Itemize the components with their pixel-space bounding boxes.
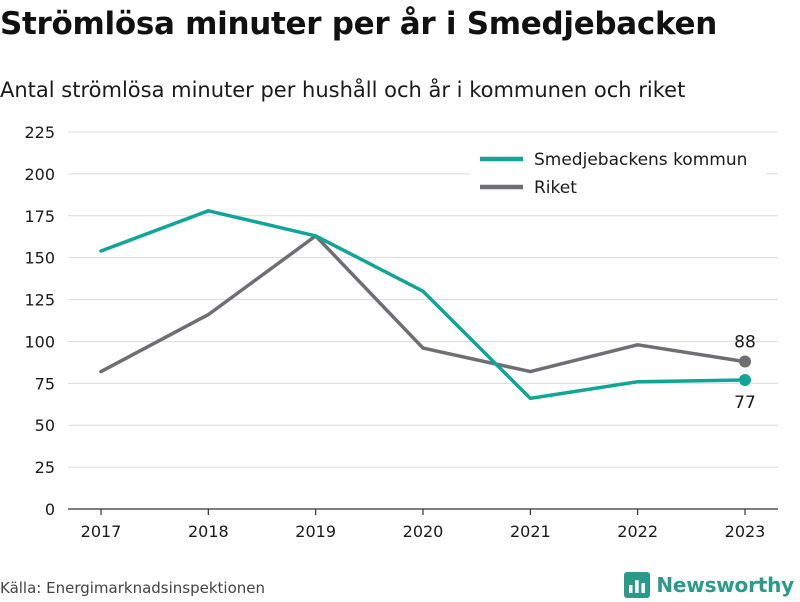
brand-name: Newsworthy	[656, 573, 794, 597]
end-value-label: 88	[734, 333, 756, 353]
x-tick-label: 2020	[403, 522, 444, 541]
y-tick-label: 125	[24, 291, 55, 310]
x-tick-label: 2019	[295, 522, 336, 541]
brand-logo: Newsworthy	[624, 568, 794, 602]
series-line-0	[99, 209, 747, 401]
series-end-point-0	[739, 373, 751, 386]
legend-label: Riket	[534, 178, 577, 198]
legend-label: Smedjebackens kommun	[534, 150, 747, 170]
y-tick-label: 50	[35, 416, 55, 435]
chart-subtitle: Antal strömlösa minuter per hushåll och …	[0, 78, 686, 102]
end-value-label: 77	[734, 393, 756, 413]
source-note: Källa: Energimarknadsinspektionen	[0, 579, 266, 597]
x-tick-label: 2017	[81, 522, 122, 541]
y-tick-label: 100	[24, 332, 55, 351]
y-tick-label: 150	[24, 249, 55, 268]
series-end-point-1	[739, 355, 751, 368]
x-tick-label: 2023	[725, 522, 766, 541]
chart-title: Strömlösa minuter per år i Smedjebacken	[0, 6, 717, 42]
line-chart: 0 25 50 75 100 125 150 175 200 225 2017 2018 2019 202…	[24, 123, 778, 541]
bar-chart-logo-icon	[624, 572, 651, 598]
y-tick-label: 200	[24, 165, 55, 184]
legend-box	[470, 144, 766, 206]
y-tick-label: 175	[24, 207, 55, 226]
x-tick-label: 2018	[188, 522, 229, 541]
series-line-1	[99, 234, 747, 374]
y-tick-label: 225	[24, 123, 55, 142]
y-tick-label: 0	[45, 500, 55, 519]
x-tick-label: 2021	[510, 522, 551, 541]
y-tick-label: 25	[35, 458, 55, 477]
x-tick-label: 2022	[617, 522, 658, 541]
y-tick-label: 75	[35, 374, 55, 393]
